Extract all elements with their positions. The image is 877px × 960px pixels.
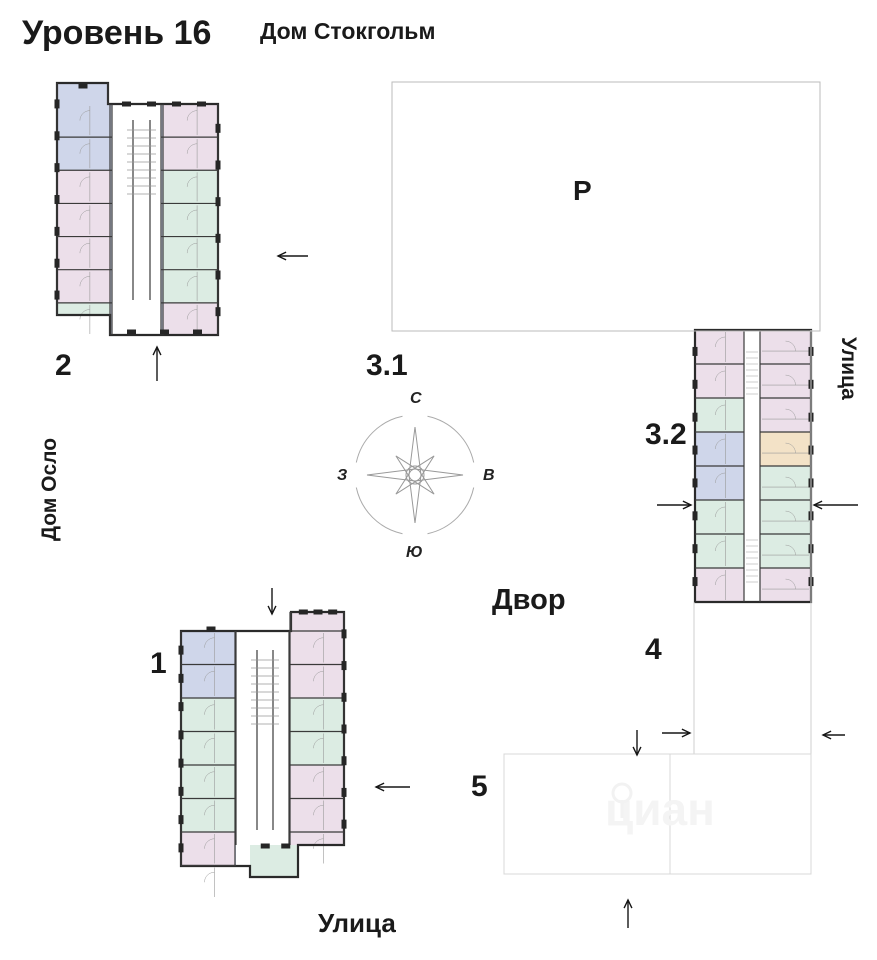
svg-text:В: В xyxy=(483,467,495,484)
svg-text:С: С xyxy=(410,390,422,407)
svg-text:З: З xyxy=(337,467,347,484)
svg-text:Ю: Ю xyxy=(406,544,423,561)
